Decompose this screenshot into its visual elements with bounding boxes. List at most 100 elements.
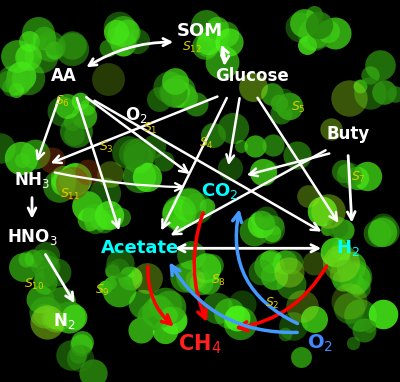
Point — [25, 54, 31, 60]
Point — [90, 370, 96, 376]
Point — [75, 351, 81, 358]
Point — [194, 206, 201, 212]
Point — [58, 298, 64, 304]
Point — [348, 263, 354, 269]
Point — [380, 223, 387, 230]
Point — [278, 110, 284, 117]
Point — [381, 89, 387, 95]
Point — [377, 62, 383, 68]
Point — [223, 31, 229, 37]
Point — [30, 255, 36, 261]
Point — [165, 304, 172, 310]
Point — [19, 157, 25, 163]
Point — [192, 275, 198, 282]
Point — [180, 92, 186, 98]
Text: HNO$_3$: HNO$_3$ — [7, 227, 57, 247]
Point — [79, 338, 85, 345]
Point — [81, 113, 87, 119]
Point — [378, 230, 385, 236]
Point — [338, 260, 344, 266]
Point — [297, 24, 304, 30]
Point — [282, 259, 288, 265]
Point — [23, 256, 29, 262]
Point — [350, 340, 356, 346]
Text: Glucose: Glucose — [215, 67, 289, 86]
Point — [55, 314, 61, 320]
Point — [209, 262, 216, 268]
Text: Acetate: Acetate — [101, 239, 179, 257]
Point — [202, 44, 208, 50]
Point — [118, 214, 124, 220]
Point — [109, 268, 116, 274]
Point — [116, 265, 122, 271]
Point — [51, 47, 58, 53]
Point — [346, 172, 352, 178]
Point — [182, 274, 188, 280]
Point — [352, 275, 359, 281]
Point — [140, 301, 147, 307]
Point — [203, 22, 209, 28]
Text: $\mathit{S}_3$: $\mathit{S}_3$ — [98, 139, 114, 155]
Point — [226, 310, 232, 316]
Point — [269, 230, 275, 236]
Point — [338, 246, 344, 252]
Point — [352, 274, 358, 280]
Point — [290, 323, 296, 329]
Point — [41, 45, 47, 51]
Point — [238, 142, 244, 149]
Point — [239, 301, 246, 308]
Point — [294, 152, 300, 158]
Point — [381, 228, 388, 234]
Point — [332, 30, 338, 36]
Point — [203, 263, 209, 269]
Point — [54, 269, 60, 275]
Point — [188, 273, 195, 279]
Point — [276, 100, 282, 106]
Point — [144, 275, 150, 282]
Point — [392, 91, 398, 97]
Point — [4, 78, 11, 84]
Point — [68, 42, 75, 48]
Point — [286, 102, 292, 108]
Point — [105, 76, 111, 83]
Point — [357, 285, 363, 291]
Point — [268, 258, 274, 264]
Point — [113, 29, 120, 35]
Point — [50, 44, 57, 50]
Point — [298, 354, 304, 360]
Point — [346, 298, 353, 304]
Text: CO$_2$: CO$_2$ — [201, 181, 239, 201]
Point — [138, 327, 145, 333]
Point — [328, 126, 334, 132]
Point — [366, 323, 373, 329]
Text: $\mathit{S}_4$: $\mathit{S}_4$ — [198, 136, 214, 151]
Point — [357, 83, 364, 89]
Point — [101, 220, 108, 227]
Point — [107, 171, 113, 177]
Point — [271, 222, 277, 228]
Point — [367, 72, 374, 78]
Point — [162, 328, 168, 334]
Point — [56, 183, 62, 189]
Point — [374, 230, 380, 236]
Point — [102, 216, 108, 222]
Point — [14, 53, 20, 59]
Point — [106, 280, 113, 286]
Point — [162, 301, 169, 307]
Point — [324, 226, 330, 232]
Point — [263, 215, 269, 221]
Point — [266, 263, 272, 269]
Point — [340, 168, 346, 174]
Point — [282, 331, 288, 337]
Point — [176, 209, 182, 215]
Point — [214, 25, 220, 31]
Point — [341, 271, 347, 277]
Point — [8, 84, 14, 91]
Point — [304, 42, 310, 48]
Point — [357, 312, 364, 318]
Point — [86, 216, 92, 222]
Point — [84, 203, 90, 209]
Point — [311, 31, 317, 37]
Point — [174, 217, 181, 223]
Point — [213, 31, 219, 37]
